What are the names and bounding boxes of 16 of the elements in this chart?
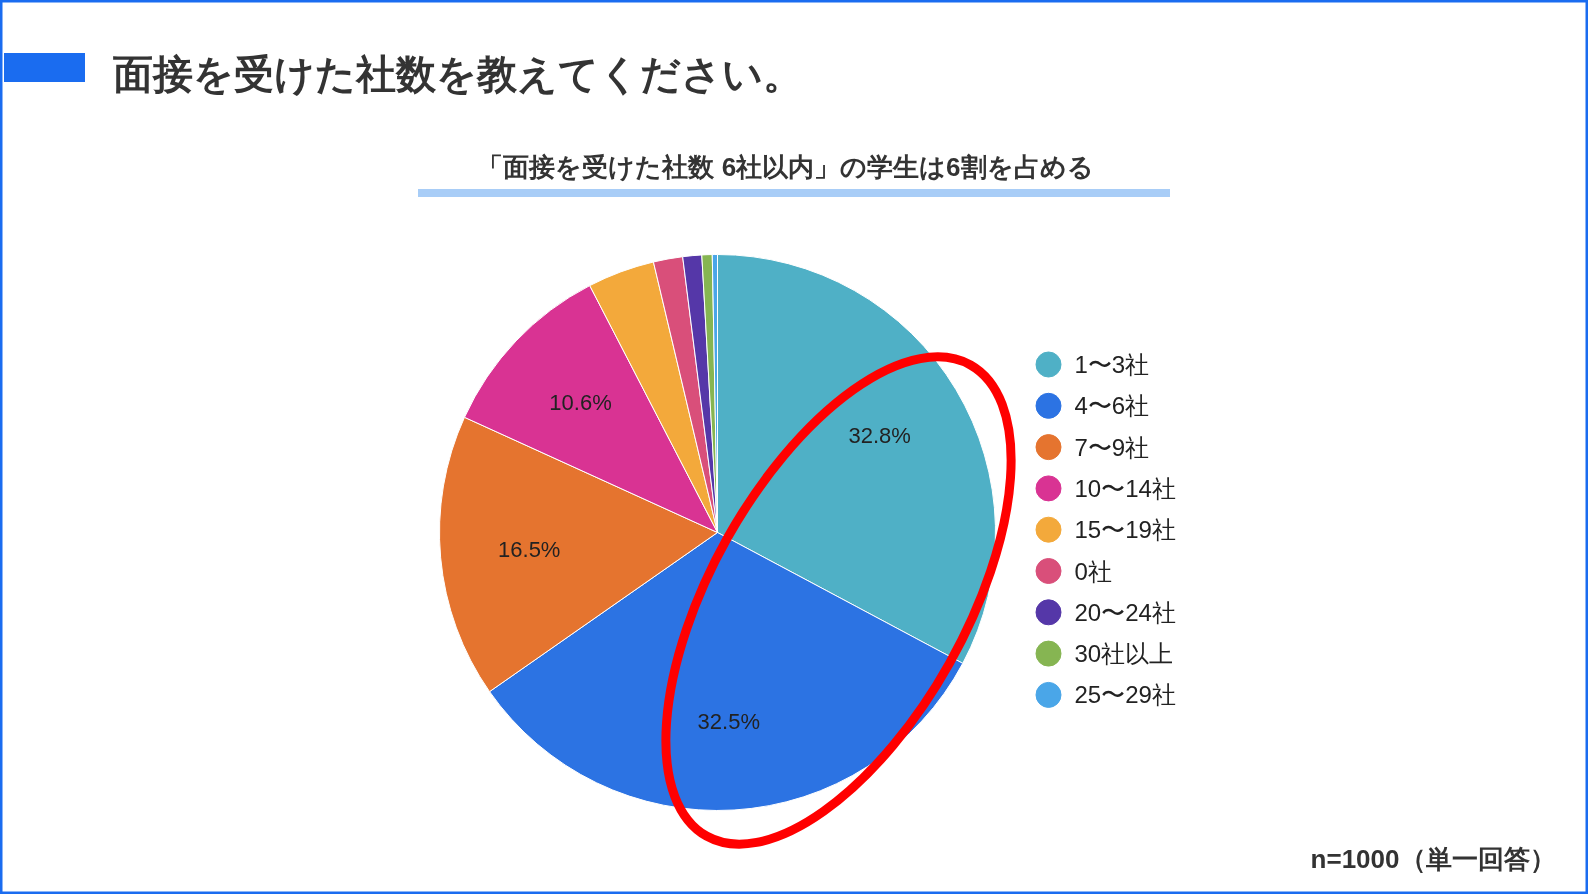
chart-title: 面接を受けた社数を教えてください。 bbox=[112, 51, 803, 97]
legend-label: 25〜29社 bbox=[1074, 681, 1176, 709]
text: n=1000（単一回答） bbox=[1310, 843, 1556, 874]
legend-label: 20〜24社 bbox=[1074, 598, 1176, 626]
legend-label: 15〜19社 bbox=[1074, 516, 1176, 544]
legend-label: 4〜6社 bbox=[1074, 392, 1150, 420]
legend-label: 0社 bbox=[1074, 557, 1112, 585]
legend-label: 1〜3社 bbox=[1074, 351, 1150, 378]
legend-label: 10〜14社 bbox=[1074, 474, 1176, 502]
data-label: 32.8% bbox=[848, 422, 911, 448]
legend-label: 30社以上 bbox=[1074, 640, 1174, 668]
legend-label: 7〜9社 bbox=[1074, 433, 1150, 461]
data-label: 10.6% bbox=[549, 389, 612, 415]
chart-subtitle: 「面接を受けた社数 6社以内」の学生は6割を占める bbox=[477, 151, 1094, 182]
data-label: 32.5% bbox=[697, 708, 760, 734]
data-label: 16.5% bbox=[498, 537, 561, 563]
